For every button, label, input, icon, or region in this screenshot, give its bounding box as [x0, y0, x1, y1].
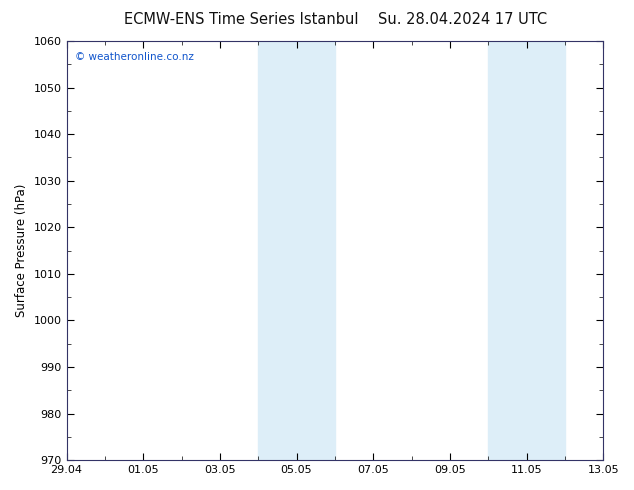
Text: ECMW-ENS Time Series Istanbul: ECMW-ENS Time Series Istanbul: [124, 12, 358, 27]
Text: Su. 28.04.2024 17 UTC: Su. 28.04.2024 17 UTC: [378, 12, 547, 27]
Bar: [488, 41, 526, 460]
Bar: [258, 41, 297, 460]
Bar: [526, 41, 565, 460]
Text: © weatheronline.co.nz: © weatheronline.co.nz: [75, 51, 193, 62]
Bar: [297, 41, 335, 460]
Y-axis label: Surface Pressure (hPa): Surface Pressure (hPa): [15, 184, 28, 318]
